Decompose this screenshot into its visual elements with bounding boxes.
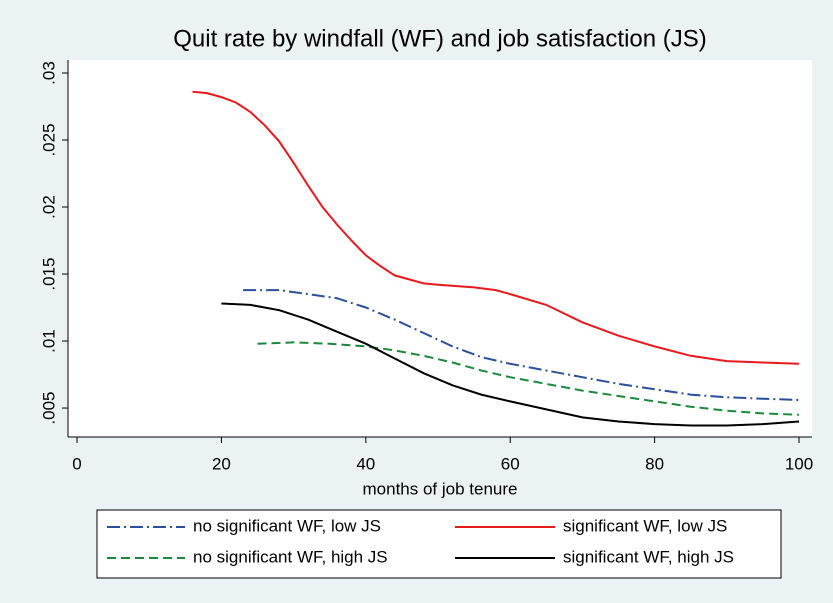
legend-label: significant WF, high JS (563, 547, 734, 566)
y-tick-label: .01 (39, 329, 58, 353)
legend-label: significant WF, low JS (563, 516, 727, 535)
x-tick-label: 20 (212, 454, 231, 473)
chart-title: Quit rate by windfall (WF) and job satis… (173, 25, 707, 52)
y-tick-label: .025 (39, 123, 58, 156)
plot-area (68, 60, 812, 437)
x-axis-label: months of job tenure (363, 479, 518, 498)
series-line (243, 289, 800, 401)
x-tick-label: 80 (645, 454, 664, 473)
series-line (192, 90, 800, 365)
x-tick-label: 0 (72, 454, 81, 473)
legend-box (96, 509, 782, 579)
y-tick-label: .005 (39, 392, 58, 425)
x-tick-label: 100 (785, 454, 813, 473)
y-tick-label: .015 (39, 257, 58, 290)
x-tick-label: 40 (356, 454, 375, 473)
series-line (257, 341, 800, 416)
series-line (221, 302, 800, 427)
y-tick-label: .03 (39, 61, 58, 85)
legend-label: no significant WF, low JS (193, 516, 381, 535)
x-tick-label: 60 (501, 454, 520, 473)
legend-label: no significant WF, high JS (193, 547, 388, 566)
y-tick-label: .02 (39, 195, 58, 219)
